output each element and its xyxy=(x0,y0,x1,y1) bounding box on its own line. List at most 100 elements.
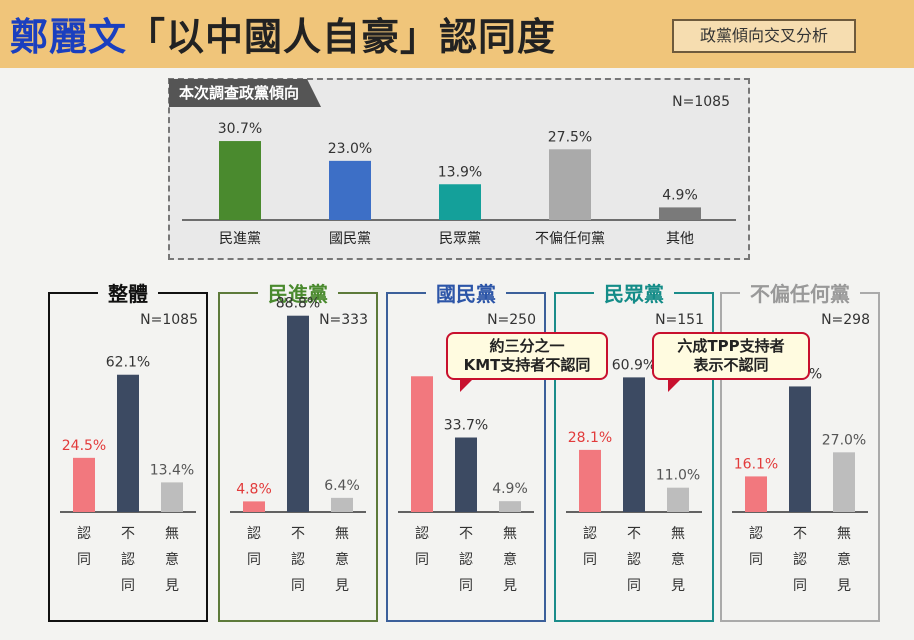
bar xyxy=(623,377,645,512)
panel-n: N=333 xyxy=(319,312,368,328)
category-label: 無意見 xyxy=(671,526,685,594)
svg-text:無意見: 無意見 xyxy=(503,526,517,594)
bar xyxy=(331,497,353,512)
bar xyxy=(833,452,855,512)
party-distribution-chart: 30.7% 民進黨 23.0% 國民黨 13.9% 民眾黨 27.5% 不偏任何黨 4.9% 其他 xyxy=(182,121,736,247)
svg-text:無意見: 無意見 xyxy=(837,526,851,594)
panel-chart: 24.5% 認同 62.1% 不認同 13.4% 無意見 xyxy=(60,355,196,594)
category-label: 不認同 xyxy=(793,526,807,594)
bar xyxy=(219,141,261,220)
svg-text:認同: 認同 xyxy=(749,526,763,568)
category-label: 認同 xyxy=(247,526,261,568)
category-label: 其他 xyxy=(666,231,694,247)
panel-overall: 整體 N=1085 24.5% 認同 62.1% 不認同 13.4% 無意見 xyxy=(48,282,208,622)
data-label: 62.1% xyxy=(106,355,150,371)
svg-text:無意見: 無意見 xyxy=(671,526,685,594)
svg-text:不認同: 不認同 xyxy=(291,526,305,594)
callout-line: 約三分之一 xyxy=(489,337,565,355)
data-label: 4.8% xyxy=(236,481,272,497)
data-label: 27.5% xyxy=(548,129,592,145)
svg-text:認同: 認同 xyxy=(583,526,597,568)
data-label: 4.9% xyxy=(492,481,528,497)
category-label: 認同 xyxy=(749,526,763,568)
bar xyxy=(117,374,139,512)
panel-title: 民進黨 xyxy=(258,282,338,306)
panel-title: 民眾黨 xyxy=(594,282,674,306)
data-label: 11.0% xyxy=(656,468,700,484)
panel-n: N=298 xyxy=(821,312,870,328)
svg-text:認同: 認同 xyxy=(247,526,261,568)
bar xyxy=(411,376,433,512)
svg-text:認同: 認同 xyxy=(77,526,91,568)
data-label: 16.1% xyxy=(734,456,778,472)
category-label: 不認同 xyxy=(121,526,135,594)
svg-text:不認同: 不認同 xyxy=(121,526,135,594)
callout-tpp: 六成TPP支持者 表示不認同 xyxy=(652,332,810,392)
panel-title: 整體 xyxy=(98,282,158,306)
party-distribution-box: 本次調查政黨傾向 N=1085 30.7% 民進黨 23.0% 國民黨 13.9% 民眾黨… xyxy=(168,78,750,260)
panel-chart: 28.1% 認同 60.9% 不認同 11.0% 無意見 xyxy=(566,357,702,594)
category-label: 無意見 xyxy=(165,526,179,594)
panel-chart: 認同 33.7% 不認同 4.9% 無意見 xyxy=(398,376,534,594)
category-label: 不認同 xyxy=(291,526,305,594)
svg-text:不認同: 不認同 xyxy=(627,526,641,594)
panel-n: N=1085 xyxy=(140,312,198,328)
data-label: 88.8% xyxy=(276,296,320,312)
analysis-tag: 政黨傾向交叉分析 xyxy=(672,19,856,53)
panel-dpp: 民進黨 N=333 4.8% 認同 88.8% 不認同 6.4% 無意見 xyxy=(218,282,378,622)
title-name: 鄭麗文 xyxy=(10,15,128,59)
bar xyxy=(789,386,811,512)
bar xyxy=(745,476,767,512)
data-label: 28.1% xyxy=(568,430,612,446)
party-distribution-label: 本次調查政黨傾向 xyxy=(169,79,321,107)
panel-title: 國民黨 xyxy=(426,282,506,306)
svg-text:認同: 認同 xyxy=(415,526,429,568)
category-label: 無意見 xyxy=(335,526,349,594)
panel-tpp: 民眾黨 N=151 28.1% 認同 60.9% 不認同 11.0% 無意見 xyxy=(554,282,714,622)
bar xyxy=(579,449,601,512)
callout-line: 六成TPP支持者 xyxy=(677,337,785,355)
callout-kmt: 約三分之一 KMT支持者不認同 xyxy=(446,332,608,392)
panel-chart: 4.8% 認同 88.8% 不認同 6.4% 無意見 xyxy=(230,296,366,594)
panel-n: N=151 xyxy=(655,312,704,328)
data-label: 33.7% xyxy=(444,418,488,434)
svg-text:無意見: 無意見 xyxy=(335,526,349,594)
data-label: 27.0% xyxy=(822,432,866,448)
panel-n: N=250 xyxy=(487,312,536,328)
bar xyxy=(287,315,309,512)
svg-text:無意見: 無意見 xyxy=(165,526,179,594)
category-label: 不認同 xyxy=(459,526,473,594)
data-label: 6.4% xyxy=(324,478,360,494)
bar xyxy=(161,482,183,512)
category-label: 認同 xyxy=(77,526,91,568)
panel-kmt: 國民黨 N=250 認同 33.7% 不認同 4.9% 無意見 xyxy=(386,282,546,622)
category-label: 無意見 xyxy=(837,526,851,594)
data-label: 24.5% xyxy=(62,438,106,454)
category-label: 認同 xyxy=(583,526,597,568)
bar xyxy=(667,487,689,512)
data-label: 60.9% xyxy=(612,357,656,373)
bar xyxy=(455,437,477,512)
page-title: 鄭麗文「以中國人自豪」認同度 xyxy=(10,6,556,61)
bar xyxy=(659,207,701,220)
bar xyxy=(499,501,521,512)
category-label: 民進黨 xyxy=(219,231,261,247)
category-label: 無意見 xyxy=(503,526,517,594)
panel-title: 不偏任何黨 xyxy=(740,282,860,306)
svg-text:不認同: 不認同 xyxy=(793,526,807,594)
data-label: 30.7% xyxy=(218,121,262,137)
category-label: 不偏任何黨 xyxy=(535,231,605,247)
data-label: 4.9% xyxy=(662,187,698,203)
bar xyxy=(243,501,265,512)
category-label: 認同 xyxy=(415,526,429,568)
category-label: 不認同 xyxy=(627,526,641,594)
title-rest: 「以中國人自豪」認同度 xyxy=(127,15,557,59)
data-label: 23.0% xyxy=(328,141,372,157)
callout-line: KMT支持者不認同 xyxy=(463,356,591,374)
callout-line: 表示不認同 xyxy=(693,356,769,374)
data-label: 13.4% xyxy=(150,462,194,478)
category-label: 國民黨 xyxy=(329,231,371,247)
svg-text:不認同: 不認同 xyxy=(459,526,473,594)
